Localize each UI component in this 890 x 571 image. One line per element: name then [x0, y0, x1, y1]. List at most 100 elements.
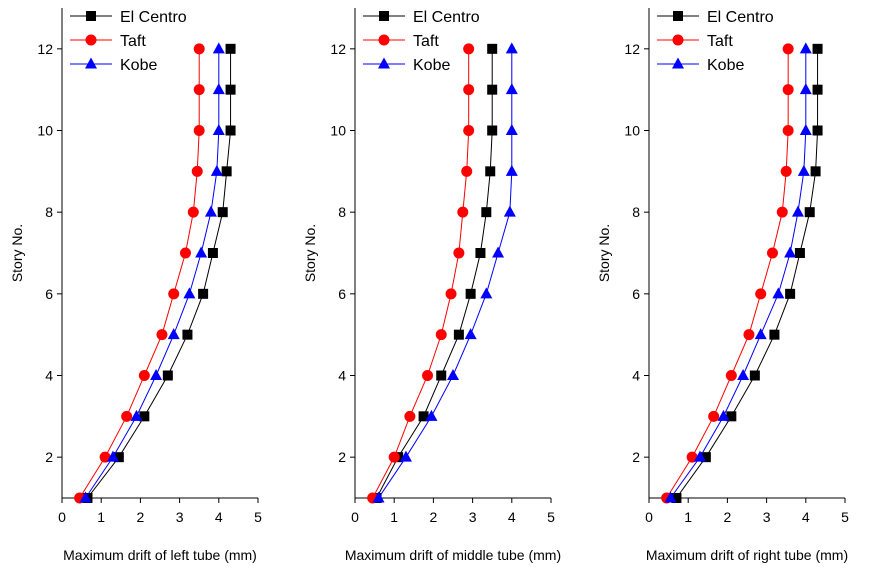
marker: [737, 369, 750, 380]
marker: [810, 166, 821, 177]
marker: [776, 206, 788, 218]
marker: [505, 83, 518, 95]
marker: [672, 57, 684, 69]
marker: [463, 125, 475, 136]
marker: [487, 125, 498, 136]
marker: [804, 207, 815, 218]
marker: [85, 34, 97, 46]
marker: [782, 43, 794, 55]
marker: [726, 411, 737, 422]
marker: [505, 42, 518, 54]
legend-label: Kobe: [413, 57, 450, 74]
x-tick-label: 5: [254, 509, 262, 525]
marker: [191, 165, 203, 177]
legend-label: Taft: [413, 33, 439, 50]
marker: [193, 43, 205, 55]
marker: [138, 370, 150, 381]
marker: [487, 84, 498, 95]
marker: [485, 166, 496, 177]
x-tick-label: 0: [351, 509, 359, 525]
marker: [179, 247, 191, 259]
marker: [150, 369, 163, 380]
y-axis-label: Story No.: [9, 224, 25, 282]
marker: [436, 370, 447, 381]
marker: [749, 370, 760, 381]
x-tick-label: 5: [841, 509, 849, 525]
marker: [717, 409, 730, 421]
y-tick-label: 2: [45, 449, 53, 465]
y-tick-label: 4: [632, 368, 640, 384]
marker: [139, 411, 150, 422]
marker: [463, 84, 475, 96]
marker: [167, 328, 180, 340]
y-tick-label: 6: [45, 286, 53, 302]
marker: [453, 329, 464, 340]
marker: [487, 43, 498, 54]
marker: [503, 205, 516, 217]
marker: [422, 370, 434, 381]
y-axis-label: Story No.: [596, 224, 612, 282]
marker: [782, 84, 794, 96]
marker: [85, 57, 97, 69]
marker: [212, 42, 225, 54]
legend-label: Taft: [120, 33, 146, 50]
marker: [769, 329, 780, 340]
x-tick-label: 2: [137, 509, 145, 525]
y-tick-label: 2: [632, 449, 640, 465]
legend-label: El Centro: [413, 9, 480, 26]
marker: [187, 206, 199, 218]
x-tick-label: 0: [58, 509, 66, 525]
marker: [465, 288, 476, 299]
marker: [812, 125, 823, 136]
x-tick-label: 4: [508, 509, 516, 525]
marker: [492, 246, 505, 258]
marker: [378, 57, 390, 69]
x-tick-label: 4: [215, 509, 223, 525]
marker: [708, 410, 720, 422]
y-tick-label: 12: [37, 41, 53, 57]
marker: [204, 205, 217, 217]
x-tick-label: 0: [645, 509, 653, 525]
series-line: [666, 48, 789, 499]
marker: [182, 329, 193, 340]
marker: [812, 43, 823, 54]
marker: [480, 287, 493, 299]
marker: [225, 84, 236, 95]
marker: [130, 409, 143, 421]
x-tick-label: 3: [763, 509, 771, 525]
marker: [461, 165, 473, 177]
marker: [106, 450, 119, 462]
y-tick-label: 6: [632, 286, 640, 302]
marker: [225, 125, 236, 136]
marker: [210, 164, 223, 176]
marker: [754, 328, 767, 340]
x-axis-label: Maximum drift of left tube (mm): [63, 547, 257, 563]
y-tick-label: 4: [338, 368, 346, 384]
marker: [162, 370, 173, 381]
marker: [113, 452, 124, 463]
x-tick-label: 1: [97, 509, 105, 525]
y-tick-label: 8: [45, 204, 53, 220]
marker: [505, 124, 518, 135]
series-line: [676, 48, 819, 499]
series-line: [376, 48, 493, 499]
marker: [379, 11, 389, 21]
legend-label: Taft: [707, 33, 733, 50]
marker: [198, 288, 209, 299]
marker: [475, 248, 486, 258]
marker: [79, 491, 92, 503]
x-tick-label: 3: [176, 509, 184, 525]
marker: [693, 450, 706, 462]
series-line: [85, 48, 220, 499]
marker: [799, 42, 812, 54]
marker: [799, 124, 812, 135]
marker: [755, 288, 767, 300]
legend-label: Kobe: [707, 57, 744, 74]
y-tick-label: 8: [632, 204, 640, 220]
y-tick-label: 10: [330, 123, 346, 139]
marker: [784, 246, 797, 258]
series-line: [79, 48, 200, 499]
marker: [193, 125, 205, 136]
marker: [435, 329, 447, 341]
x-tick-label: 4: [802, 509, 810, 525]
